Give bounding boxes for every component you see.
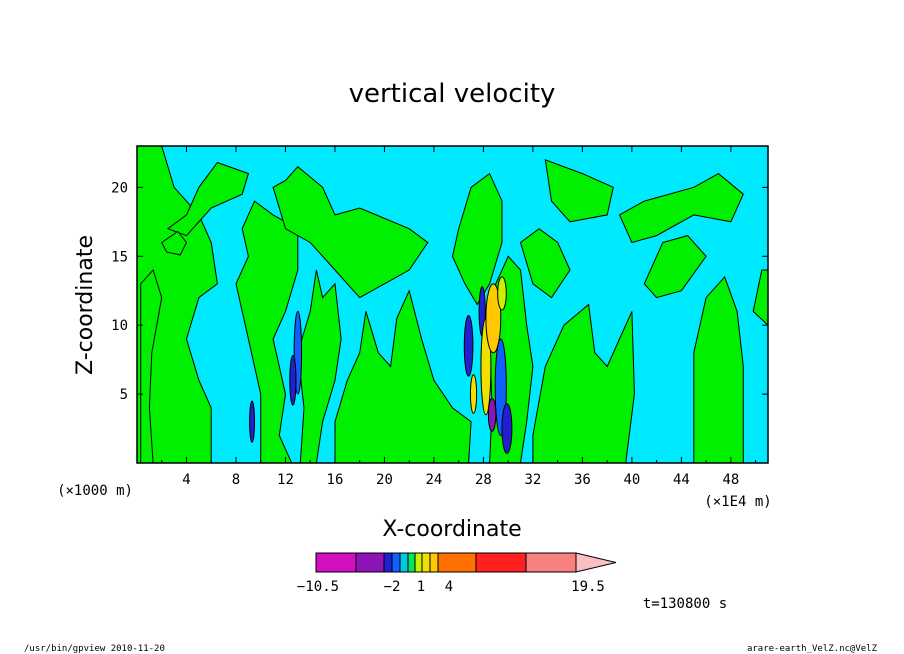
- y-tick-label: 15: [111, 249, 128, 265]
- time-annotation: t=130800 s: [643, 596, 727, 612]
- core-contour: [485, 283, 502, 354]
- x-axis: 4 8 12 16 20 24 28 32 36 40 44 48: [161, 146, 757, 488]
- positive-region: [161, 230, 188, 256]
- colorbar-segment: [429, 552, 439, 573]
- colorbar-segment: [475, 552, 527, 573]
- colorbar-labels: −10.5 −2 1 4 19.5: [297, 579, 605, 595]
- x-tick-label: 16: [327, 472, 344, 488]
- y-axis-title: Z-coordinate: [73, 235, 98, 375]
- positive-region: [140, 269, 163, 463]
- positive-region: [272, 166, 429, 299]
- colorbar-segment: [399, 552, 409, 573]
- y-tick-label: 10: [111, 318, 128, 334]
- colorbar-segment: [355, 552, 385, 573]
- colorbar-segment: [421, 552, 431, 573]
- colorbar-segment: [391, 552, 401, 573]
- colorbar-segment: [315, 552, 357, 573]
- x-tick-label: 48: [722, 472, 739, 488]
- x-scale-label: (×1E4 m): [704, 494, 771, 510]
- positive-region: [618, 172, 744, 244]
- positive-region: [693, 275, 744, 463]
- y-axis: 5 10 15 20: [111, 180, 768, 403]
- positive-region: [334, 289, 472, 463]
- core-contour: [469, 374, 478, 414]
- positive-region: [752, 269, 768, 326]
- colorbar-segment: [437, 552, 477, 573]
- x-tick-label: 12: [277, 472, 294, 488]
- x-tick-label: 36: [574, 472, 591, 488]
- colorbar: [315, 552, 617, 573]
- x-tick-label: 20: [376, 472, 393, 488]
- positive-region: [297, 269, 342, 463]
- contour-field: [137, 146, 768, 463]
- colorbar-segment: [414, 552, 423, 573]
- positive-region: [235, 200, 299, 463]
- x-tick-label: 24: [426, 472, 443, 488]
- colorbar-segment: [525, 552, 577, 573]
- colorbar-label: 19.5: [571, 579, 605, 595]
- positive-region: [137, 146, 218, 463]
- positive-region: [166, 161, 250, 237]
- colorbar-label: −10.5: [297, 579, 339, 595]
- x-axis-title: X-coordinate: [382, 517, 521, 542]
- core-contour: [289, 354, 297, 406]
- y-scale-label: (×1000 m): [57, 483, 133, 499]
- core-contour: [497, 276, 507, 311]
- footer-right: arare-earth_VelZ.nc@VelZ: [747, 644, 878, 654]
- chart-title: vertical velocity: [349, 79, 556, 109]
- colorbar-extend-arrow: [575, 552, 617, 573]
- core-contour: [487, 397, 497, 432]
- positive-region: [532, 303, 635, 463]
- x-tick-label: 4: [182, 472, 190, 488]
- x-tick-label: 40: [623, 472, 640, 488]
- core-contour: [501, 403, 513, 454]
- footer-left: /usr/bin/gpview 2010-11-20: [24, 644, 165, 654]
- y-tick-label: 5: [120, 387, 128, 403]
- x-tick-label: 8: [232, 472, 240, 488]
- x-tick-label: 28: [475, 472, 492, 488]
- x-tick-label: 32: [524, 472, 541, 488]
- colorbar-segment: [383, 552, 393, 573]
- plot-frame: [136, 145, 769, 464]
- x-tick-label: 44: [673, 472, 690, 488]
- core-contour: [249, 400, 256, 443]
- positive-region: [544, 159, 614, 223]
- positive-region: [643, 235, 707, 299]
- colorbar-label: 1: [417, 579, 425, 595]
- colorbar-label: −2: [384, 579, 401, 595]
- positive-region: [519, 228, 571, 299]
- core-contour: [463, 315, 474, 377]
- colorbar-segment: [407, 552, 416, 573]
- colorbar-label: 4: [445, 579, 453, 595]
- y-tick-label: 20: [111, 180, 128, 196]
- positive-region: [451, 172, 503, 306]
